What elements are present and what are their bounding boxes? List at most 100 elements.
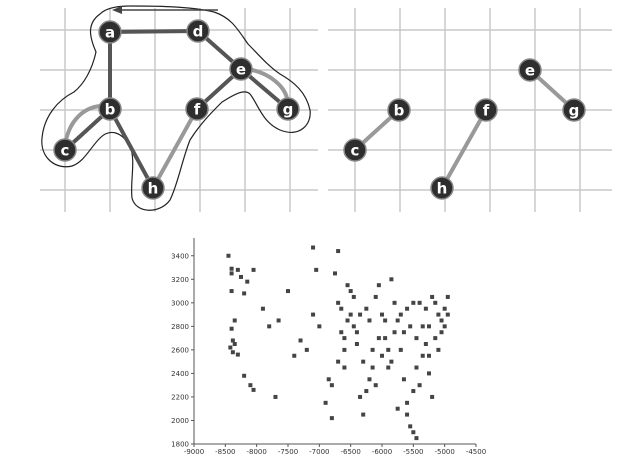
right-node-label: h <box>437 180 448 198</box>
scatter-point <box>230 350 235 355</box>
scatter-point <box>230 338 235 343</box>
left-node-a: a <box>98 20 122 44</box>
scatter-point <box>361 359 366 364</box>
scatter-point <box>298 338 303 343</box>
scatter-point <box>336 359 341 364</box>
scatter-point <box>427 324 431 329</box>
scatter-point <box>276 318 281 323</box>
scatter-point <box>242 373 247 378</box>
scatter-point <box>311 245 316 250</box>
scatter-point <box>417 300 422 305</box>
scatter-point <box>445 312 450 317</box>
left-node-circle <box>98 20 122 44</box>
scatter-point <box>358 394 363 399</box>
scatter-points <box>226 245 450 441</box>
right-node-label: g <box>569 102 580 120</box>
scatter-point <box>292 353 297 358</box>
scatter-point <box>342 336 347 341</box>
left-node-e: e <box>229 57 253 81</box>
scatter-point <box>442 306 447 311</box>
tour-curve-b-c <box>64 104 102 142</box>
scatter-point <box>245 279 250 284</box>
left-edge-b-h <box>108 107 155 190</box>
scatter-point <box>229 266 234 271</box>
tour-arrow <box>64 6 289 142</box>
x-tick-label: -7000 <box>309 448 329 456</box>
right-node-label: f <box>483 102 490 120</box>
scatter-point <box>339 330 344 335</box>
scatter-point <box>239 274 243 279</box>
scatter-point <box>351 294 356 299</box>
right-node-e: e <box>518 58 542 82</box>
scatter-point <box>411 389 416 394</box>
left-nodes: a d e b f g c h <box>53 19 300 200</box>
cluster-outline <box>41 5 311 211</box>
scatter-point <box>235 267 240 272</box>
scatter-point <box>436 312 441 317</box>
right-node-b: b <box>387 98 411 122</box>
scatter-point <box>417 383 422 388</box>
scatter-point <box>439 330 444 335</box>
y-tick-label: 3400 <box>171 252 189 260</box>
left-node-label: c <box>61 142 70 160</box>
scatter-point <box>414 336 419 341</box>
x-tick-label: -7500 <box>278 448 298 456</box>
right-node-g: g <box>562 98 586 122</box>
scatter-point <box>376 336 381 341</box>
scatter-point <box>414 365 419 370</box>
scatter-point <box>398 347 403 352</box>
scatter-point <box>345 283 350 288</box>
left-node-circle <box>186 19 210 43</box>
scatter-point <box>427 371 431 376</box>
right-edge-h-f <box>440 108 488 190</box>
scatter-point <box>354 342 359 346</box>
scatter-point <box>333 271 337 276</box>
scatter-point <box>411 300 416 305</box>
x-tick-label: -9000 <box>184 448 204 456</box>
scatter-point <box>405 306 410 311</box>
scatter-point <box>392 300 397 305</box>
scatter-point <box>348 289 353 294</box>
left-node-label: a <box>105 24 115 42</box>
left-node-g: g <box>276 97 300 121</box>
scatter-point <box>430 294 435 299</box>
scatter-point <box>260 306 265 311</box>
scatter-point <box>232 318 237 323</box>
scatter-point <box>251 387 256 392</box>
right-node-label: c <box>351 142 360 160</box>
left-node-circle <box>276 97 300 121</box>
y-tick-label: 2600 <box>171 346 189 354</box>
scatter-point <box>430 394 435 399</box>
scatter-point <box>345 318 350 323</box>
scatter-point <box>354 330 359 335</box>
scatter-point <box>392 330 397 335</box>
scatter-point <box>364 306 369 311</box>
right-node-f: f <box>474 98 498 122</box>
left-edge-a-d <box>108 29 200 34</box>
scatter-point <box>373 294 378 299</box>
right-node-label: b <box>394 102 405 120</box>
left-node-circle <box>98 97 122 121</box>
left-node-label: e <box>236 61 246 79</box>
scatter-point <box>401 377 406 382</box>
x-tick-label: -5000 <box>434 448 454 456</box>
scatter-chart: 1800 2000 2200 2400 2600 2800 3000 3200 3400 -90… <box>171 238 486 456</box>
scatter-point <box>420 324 425 329</box>
scatter-point <box>314 267 319 272</box>
scatter-point <box>386 347 391 352</box>
scatter-point <box>336 249 341 254</box>
scatter-point <box>389 359 394 364</box>
y-ticks: 1800 2000 2200 2400 2600 2800 3000 3200 3400 <box>171 252 194 449</box>
scatter-point <box>408 424 413 429</box>
left-edge-f-h <box>151 107 199 190</box>
scatter-point <box>317 324 322 329</box>
scatter-point <box>370 365 375 370</box>
right-node-circle <box>562 98 586 122</box>
left-node-circle <box>229 57 253 81</box>
scatter-point <box>226 253 231 258</box>
scatter-point <box>232 342 237 346</box>
right-nodes: b c f h e g <box>343 58 586 200</box>
scatter-point <box>273 394 278 399</box>
x-ticks: -9000 -8500 -8000 -7500 -7000 -6500 -6000 -5500… <box>184 444 486 456</box>
scatter-point <box>267 324 272 329</box>
